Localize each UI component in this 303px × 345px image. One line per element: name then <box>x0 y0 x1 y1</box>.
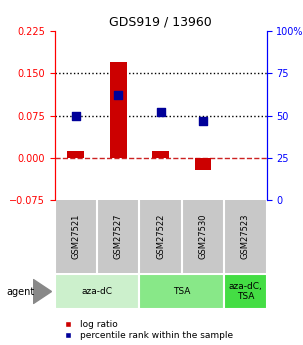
Point <box>116 92 121 98</box>
Bar <box>110 62 127 158</box>
Point <box>201 118 205 124</box>
Bar <box>195 158 211 170</box>
Point <box>73 113 78 118</box>
Point <box>158 109 163 115</box>
Bar <box>224 274 267 309</box>
Text: GSM27521: GSM27521 <box>71 214 80 259</box>
Bar <box>67 151 84 158</box>
Bar <box>139 274 224 309</box>
Text: aza-dC: aza-dC <box>82 287 112 296</box>
Bar <box>55 274 139 309</box>
Text: GSM27523: GSM27523 <box>241 214 250 259</box>
Text: GSM27522: GSM27522 <box>156 214 165 259</box>
Text: GSM27530: GSM27530 <box>198 214 208 259</box>
Text: TSA: TSA <box>173 287 191 296</box>
Title: GDS919 / 13960: GDS919 / 13960 <box>109 16 212 29</box>
Text: aza-dC,
TSA: aza-dC, TSA <box>228 282 262 301</box>
Text: agent: agent <box>6 287 34 296</box>
Bar <box>152 150 169 158</box>
Text: GSM27527: GSM27527 <box>114 214 123 259</box>
Legend: log ratio, percentile rank within the sample: log ratio, percentile rank within the sa… <box>59 320 233 341</box>
Polygon shape <box>33 279 52 304</box>
